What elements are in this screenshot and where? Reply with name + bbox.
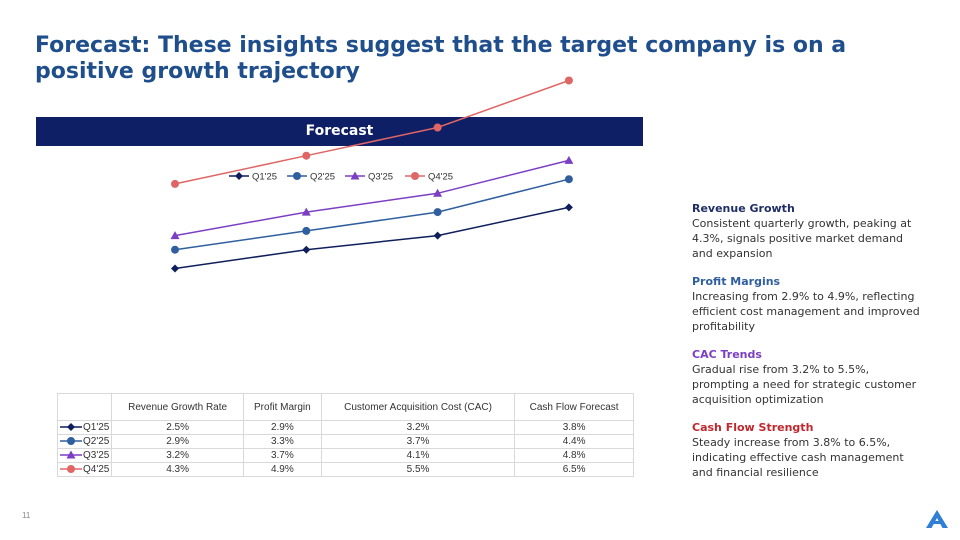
insight-text: Increasing from 2.9% to 4.9%, reflecting… — [692, 290, 920, 333]
table-row-header: Q3'25 — [56, 448, 113, 463]
series-line — [174, 178, 570, 251]
table-column-header: Revenue Growth Rate — [111, 393, 244, 421]
table-body: Q1'25 2.5% 2.9% 3.2% 3.8% Q2'25 2.9% 3.3% 3.7% 4.… — [56, 420, 634, 477]
table-cell: 2.9% — [242, 420, 322, 435]
legend-item: Q4'25 — [405, 172, 453, 183]
insight-text: Steady increase from 3.8% to 6.5%, indic… — [692, 436, 904, 479]
table-cell: 5.5% — [320, 462, 516, 477]
table-corner-cell — [56, 393, 113, 421]
row-series-name: Q4'25 — [83, 464, 110, 475]
data-point — [433, 231, 442, 240]
series-line — [174, 206, 570, 270]
legend-label: Q2'25 — [310, 172, 335, 183]
data-point — [564, 203, 573, 212]
table-cell: 3.3% — [242, 434, 322, 449]
data-point — [302, 151, 311, 160]
legend-marker — [350, 171, 360, 180]
chart-legend: Q1'25 Q2'25 Q3'25 Q4'25 — [229, 171, 453, 183]
data-point — [564, 175, 573, 184]
table-row-header: Q1'25 — [56, 420, 113, 435]
legend-key-marker — [66, 450, 76, 459]
forecast-banner: Forecast — [36, 117, 643, 146]
insight-block: CAC Trends Gradual rise from 3.2% to 5.5%… — [692, 347, 927, 407]
table-row: Q3'25 3.2% 3.7% 4.1% 4.8% — [56, 448, 634, 463]
table-row: Q1'25 2.5% 2.9% 3.2% 3.8% — [56, 420, 634, 435]
table-header-row: Revenue Growth Rate Profit Margin Customer… — [56, 393, 634, 421]
insight-block: Revenue Growth Consistent quarterly growt… — [692, 201, 927, 261]
row-series-name: Q2'25 — [83, 436, 110, 447]
data-point — [301, 207, 311, 216]
legend-label: Q3'25 — [368, 172, 393, 183]
table-cell: 4.1% — [320, 448, 516, 463]
data-point — [171, 245, 179, 254]
table-cell: 3.2% — [111, 448, 244, 463]
insight-block: Profit Margins Increasing from 2.9% to 4.… — [692, 274, 927, 334]
legend-label: Q4'25 — [428, 172, 453, 183]
table-cell: 4.4% — [514, 434, 634, 449]
table-cell: 6.5% — [514, 462, 634, 477]
legend-item: Q2'25 — [287, 172, 335, 183]
table-cell: 4.9% — [242, 462, 322, 477]
table-row: Q2'25 2.9% 3.3% 3.7% 4.4% — [56, 434, 634, 449]
table-column-header: Customer Acquisition Cost (CAC) — [320, 393, 516, 421]
data-point — [302, 245, 311, 254]
table-row: Q4'25 4.3% 4.9% 5.5% 6.5% — [56, 462, 634, 477]
page-number: 11 — [22, 511, 31, 520]
table-column-header: Cash Flow Forecast — [514, 393, 634, 421]
legend-key-icon — [60, 437, 82, 446]
insight-title: Cash Flow Strength — [692, 421, 814, 434]
slide-title: Forecast: These insights suggest that th… — [35, 33, 847, 84]
chart-data-table: Revenue Growth Rate Profit Margin Customer… — [56, 393, 634, 477]
legend-key-marker — [67, 437, 75, 446]
legend-key-icon — [60, 465, 82, 474]
table-column-header: Profit Margin — [242, 393, 322, 421]
data-point — [433, 208, 442, 217]
table-cell: 2.9% — [111, 434, 244, 449]
series-2 — [171, 175, 573, 254]
table-cell: 3.8% — [514, 420, 634, 435]
data-point — [433, 188, 443, 197]
company-logo-icon — [926, 510, 948, 528]
data-point — [433, 123, 442, 132]
insight-text: Consistent quarterly growth, peaking at … — [692, 217, 912, 260]
legend-key-icon — [60, 423, 82, 432]
data-point — [302, 226, 311, 235]
insight-title: Profit Margins — [692, 275, 781, 288]
row-series-name: Q1'25 — [83, 422, 110, 433]
data-point — [564, 76, 573, 85]
series-3 — [170, 155, 574, 240]
table-cell: 4.3% — [111, 462, 244, 477]
series-line — [174, 159, 570, 237]
data-point — [564, 155, 574, 164]
legend-key-marker — [67, 465, 75, 474]
series-4 — [171, 76, 573, 188]
legend-item: Q3'25 — [345, 171, 393, 183]
legend-marker — [293, 172, 301, 180]
legend-marker — [235, 172, 243, 180]
table-cell: 4.8% — [514, 448, 634, 463]
table-row-header: Q4'25 — [56, 462, 113, 477]
data-point — [170, 231, 180, 240]
legend-item: Q1'25 — [229, 172, 277, 183]
legend-label: Q1'25 — [252, 172, 277, 183]
insight-title: CAC Trends — [692, 348, 762, 361]
data-point — [171, 179, 179, 188]
row-series-name: Q3'25 — [83, 450, 110, 461]
legend-marker — [411, 172, 419, 180]
insight-title: Revenue Growth — [692, 202, 795, 215]
series-1 — [171, 203, 573, 273]
insight-block: Cash Flow Strength Steady increase from 3… — [692, 420, 927, 480]
table-cell: 3.7% — [320, 434, 516, 449]
insight-text: Gradual rise from 3.2% to 5.5%, promptin… — [692, 363, 917, 406]
table-cell: 3.2% — [320, 420, 516, 435]
legend-key-marker — [67, 423, 75, 432]
table-cell: 2.5% — [111, 420, 244, 435]
insights-panel: Revenue Growth Consistent quarterly growt… — [692, 201, 927, 493]
table-row-header: Q2'25 — [56, 434, 113, 449]
series-line — [174, 79, 570, 185]
legend-key-icon — [60, 450, 82, 459]
table-cell: 3.7% — [242, 448, 322, 463]
data-point — [171, 264, 179, 273]
